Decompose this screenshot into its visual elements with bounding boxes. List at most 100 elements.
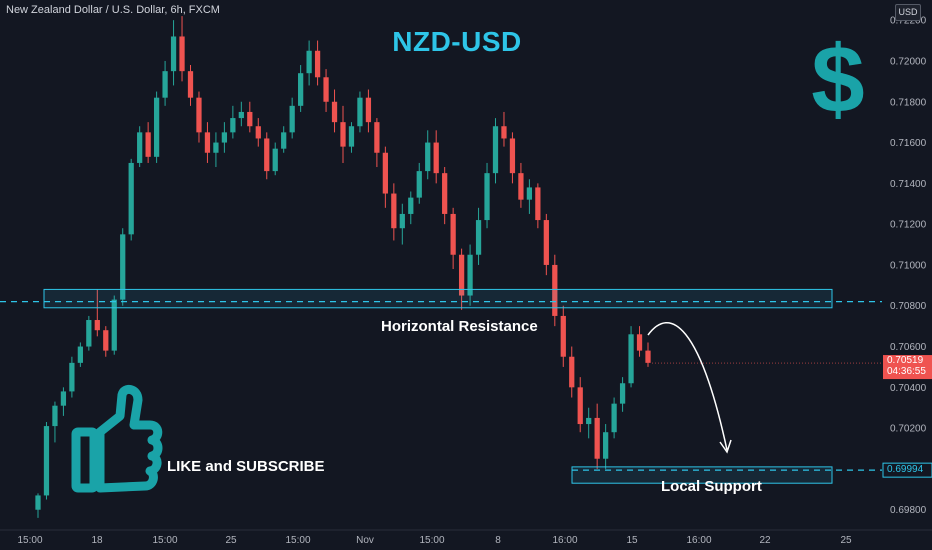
candle-body <box>450 213 456 255</box>
candle-body <box>467 254 473 296</box>
candle <box>196 91 202 143</box>
time-tick-label: 16:00 <box>686 535 711 546</box>
candle-body <box>382 152 388 194</box>
price-axis: 0.72200 0.72000 0.71800 0.71600 0.71400 0.712… <box>890 16 927 517</box>
candle <box>247 101 253 133</box>
time-tick-label: 15:00 <box>17 535 42 546</box>
candle-body <box>323 77 329 102</box>
candle <box>450 207 456 270</box>
candle <box>69 356 75 398</box>
candle <box>425 130 431 180</box>
candle <box>162 60 168 106</box>
currency-button[interactable]: USD <box>895 4 921 21</box>
candle <box>120 228 126 306</box>
candle <box>399 203 405 245</box>
candle <box>535 183 541 229</box>
candle <box>594 403 600 469</box>
candle-body <box>314 50 321 78</box>
time-tick-label: 15:00 <box>285 535 310 546</box>
candle <box>357 91 363 133</box>
candle-body <box>501 126 507 139</box>
candle-body <box>111 299 117 351</box>
candle <box>230 105 236 139</box>
candle <box>374 118 380 168</box>
candle <box>60 387 67 416</box>
candle-body <box>603 432 609 459</box>
dollar-sign-icon: $ <box>811 26 864 133</box>
candle-body <box>560 315 566 357</box>
candle <box>272 142 278 176</box>
price-axis-bg <box>882 0 932 530</box>
candle <box>314 40 321 86</box>
candle <box>509 132 516 184</box>
candle <box>255 118 261 147</box>
like-subscribe-label: LIKE and SUBSCRIBE <box>167 458 325 475</box>
price-tick-label: 0.72200 <box>890 16 927 27</box>
time-tick-label: 25 <box>840 535 852 546</box>
candle <box>348 122 355 153</box>
price-tick-label: 0.71400 <box>890 179 927 190</box>
current-price-tag[interactable] <box>883 355 932 380</box>
resistance-label: Horizontal Resistance <box>381 318 538 335</box>
time-tick-label: 15:00 <box>419 535 444 546</box>
thumbs-up-icon <box>71 384 163 493</box>
candle-body <box>492 126 499 174</box>
candle-body <box>569 356 575 388</box>
price-tick-label: 0.70600 <box>890 342 927 353</box>
candle <box>458 248 465 310</box>
candle <box>416 162 422 204</box>
chart-title: NZD-USD <box>392 26 522 57</box>
support-price-tag[interactable] <box>882 462 932 478</box>
candle-body <box>281 132 287 149</box>
candle <box>298 65 304 112</box>
time-tick-label: 8 <box>495 535 501 546</box>
candle <box>603 424 609 469</box>
candle <box>94 289 100 337</box>
countdown-value: 04:36:55 <box>887 366 926 378</box>
candle <box>340 105 346 163</box>
support-price-value: 0.69994 <box>887 464 924 476</box>
candle <box>391 183 397 241</box>
candle-body <box>69 362 75 392</box>
candle <box>636 326 643 357</box>
candle <box>170 20 177 86</box>
candle <box>484 162 490 229</box>
candle-body <box>408 197 414 214</box>
candle-body <box>213 142 219 153</box>
support-zone[interactable] <box>571 466 833 484</box>
candle <box>518 162 524 208</box>
candle <box>611 397 617 439</box>
candle-body <box>628 334 634 384</box>
candle-body <box>535 187 541 221</box>
candle-body <box>43 426 50 496</box>
price-tick-label: 0.71600 <box>890 138 927 149</box>
candle <box>433 130 439 184</box>
candle <box>628 326 634 388</box>
candle-body <box>298 73 304 106</box>
candle-body <box>645 350 651 363</box>
candle <box>645 342 651 367</box>
price-tick-label: 0.70800 <box>890 301 927 312</box>
time-tick-label: 18 <box>91 535 103 546</box>
candle-body <box>264 138 270 172</box>
candle-body <box>348 126 355 147</box>
price-tick-label: 0.71800 <box>890 97 927 108</box>
candle <box>552 254 558 327</box>
candle-body <box>458 254 465 296</box>
candle-body <box>120 234 126 300</box>
projection-arrowhead <box>719 439 732 454</box>
candle-body <box>35 495 41 510</box>
candle-body <box>475 220 482 255</box>
candle <box>43 422 50 500</box>
candle-body <box>247 111 253 127</box>
candle <box>179 16 185 82</box>
candle-body <box>577 387 583 425</box>
candle <box>306 40 312 86</box>
candle <box>86 315 92 351</box>
candle <box>331 89 338 133</box>
candle <box>153 91 160 163</box>
candle <box>475 207 482 265</box>
resistance-zone[interactable] <box>43 288 833 309</box>
candle <box>145 122 151 163</box>
